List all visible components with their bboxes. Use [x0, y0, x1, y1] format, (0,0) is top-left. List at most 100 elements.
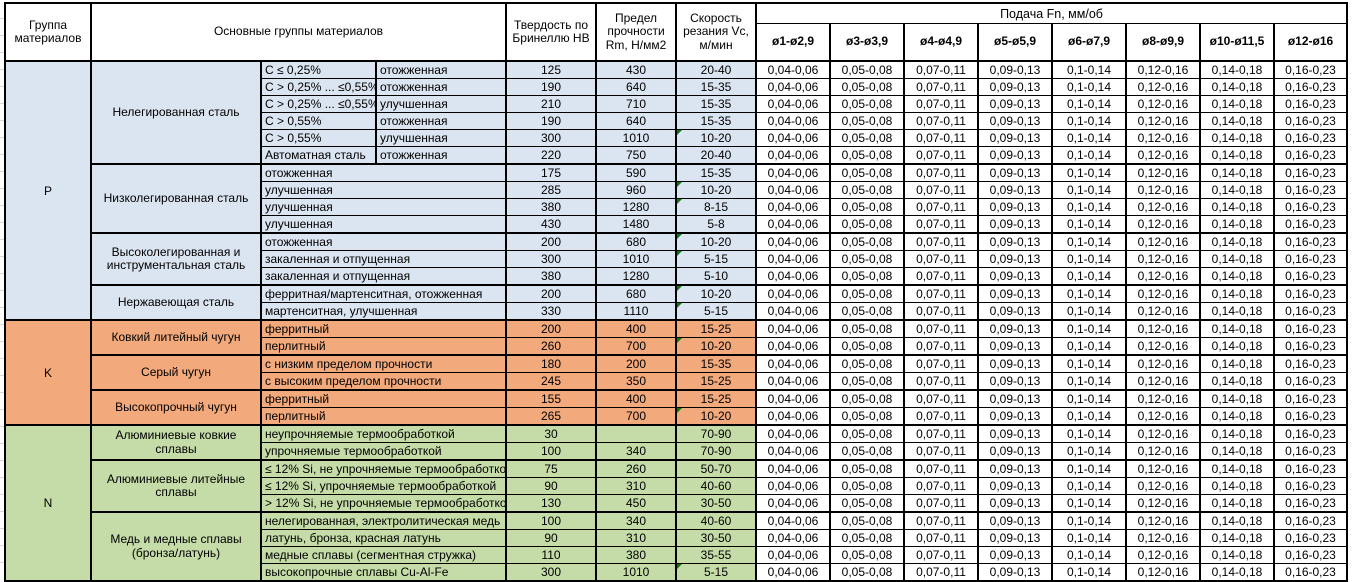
- group-name-cell[interactable]: Медь и медные сплавы (бронза/латунь): [90, 511, 262, 582]
- feed-cell-7[interactable]: 0,16-0,23: [1273, 198, 1348, 216]
- feed-cell-1[interactable]: 0,05-0,08: [829, 302, 905, 321]
- submaterial-cell[interactable]: C ≤ 0,25%: [260, 60, 377, 79]
- feed-cell-0[interactable]: 0,04-0,06: [755, 60, 831, 79]
- feed-cell-7[interactable]: 0,16-0,23: [1273, 215, 1348, 234]
- feed-cell-5[interactable]: 0,12-0,16: [1125, 112, 1201, 130]
- feed-cell-1[interactable]: 0,05-0,08: [829, 78, 905, 96]
- feed-cell-3[interactable]: 0,09-0,13: [977, 389, 1053, 408]
- feed-cell-4[interactable]: 0,1-0,14: [1051, 354, 1127, 373]
- rm-cell[interactable]: 1280: [595, 198, 677, 216]
- header-feed-title[interactable]: Подача Fn, мм/об: [755, 2, 1348, 24]
- feed-cell-1[interactable]: 0,05-0,08: [829, 407, 905, 426]
- feed-cell-4[interactable]: 0,1-0,14: [1051, 198, 1127, 216]
- feed-cell-7[interactable]: 0,16-0,23: [1273, 354, 1348, 373]
- rm-cell[interactable]: 340: [595, 442, 677, 461]
- vc-cell[interactable]: 20-40: [675, 60, 757, 79]
- feed-cell-5[interactable]: 0,12-0,16: [1125, 563, 1201, 582]
- feed-cell-0[interactable]: 0,04-0,06: [755, 215, 831, 234]
- feed-cell-0[interactable]: 0,04-0,06: [755, 354, 831, 373]
- vc-cell[interactable]: 15-25: [675, 389, 757, 408]
- group-name-cell[interactable]: Алюминиевые литейные сплавы: [90, 459, 262, 513]
- feed-cell-3[interactable]: 0,09-0,13: [977, 337, 1053, 356]
- feed-cell-0[interactable]: 0,04-0,06: [755, 284, 831, 303]
- feed-cell-1[interactable]: 0,05-0,08: [829, 546, 905, 564]
- feed-cell-0[interactable]: 0,04-0,06: [755, 424, 831, 443]
- vc-cell[interactable]: 50-70: [675, 459, 757, 478]
- feed-cell-3[interactable]: 0,09-0,13: [977, 181, 1053, 199]
- feed-cell-7[interactable]: 0,16-0,23: [1273, 284, 1348, 303]
- hb-cell[interactable]: 220: [505, 146, 597, 165]
- feed-cell-3[interactable]: 0,09-0,13: [977, 494, 1053, 513]
- feed-cell-0[interactable]: 0,04-0,06: [755, 302, 831, 321]
- hb-cell[interactable]: 245: [505, 372, 597, 391]
- vc-cell[interactable]: 15-25: [675, 319, 757, 338]
- feed-cell-5[interactable]: 0,12-0,16: [1125, 181, 1201, 199]
- rm-cell[interactable]: 640: [595, 112, 677, 130]
- feed-cell-1[interactable]: 0,05-0,08: [829, 319, 905, 338]
- feed-cell-5[interactable]: 0,12-0,16: [1125, 442, 1201, 461]
- feed-cell-3[interactable]: 0,09-0,13: [977, 232, 1053, 251]
- group-name-cell[interactable]: Низколегированная сталь: [90, 163, 262, 234]
- rm-cell[interactable]: 1010: [595, 250, 677, 268]
- feed-cell-5[interactable]: 0,12-0,16: [1125, 424, 1201, 443]
- feed-cell-3[interactable]: 0,09-0,13: [977, 424, 1053, 443]
- feed-cell-5[interactable]: 0,12-0,16: [1125, 389, 1201, 408]
- hb-cell[interactable]: 190: [505, 112, 597, 130]
- submaterial-cell[interactable]: перлитный: [260, 337, 507, 356]
- feed-cell-2[interactable]: 0,07-0,11: [903, 494, 979, 513]
- feed-cell-2[interactable]: 0,07-0,11: [903, 477, 979, 495]
- feed-cell-3[interactable]: 0,09-0,13: [977, 112, 1053, 130]
- feed-cell-6[interactable]: 0,14-0,18: [1199, 442, 1275, 461]
- feed-cell-6[interactable]: 0,14-0,18: [1199, 511, 1275, 530]
- feed-cell-4[interactable]: 0,1-0,14: [1051, 95, 1127, 113]
- feed-cell-2[interactable]: 0,07-0,11: [903, 372, 979, 391]
- feed-cell-7[interactable]: 0,16-0,23: [1273, 529, 1348, 547]
- feed-cell-2[interactable]: 0,07-0,11: [903, 337, 979, 356]
- vc-cell[interactable]: 5-15: [675, 250, 757, 268]
- feed-cell-7[interactable]: 0,16-0,23: [1273, 60, 1348, 79]
- feed-cell-4[interactable]: 0,1-0,14: [1051, 112, 1127, 130]
- vc-cell[interactable]: 15-35: [675, 163, 757, 182]
- feed-cell-3[interactable]: 0,09-0,13: [977, 267, 1053, 286]
- submaterial-cell[interactable]: латунь, бронза, красная латунь: [260, 529, 507, 547]
- feed-cell-2[interactable]: 0,07-0,11: [903, 232, 979, 251]
- rm-cell[interactable]: 710: [595, 95, 677, 113]
- submaterial-cell[interactable]: медные сплавы (сегментная стружка): [260, 546, 507, 564]
- feed-cell-2[interactable]: 0,07-0,11: [903, 511, 979, 530]
- feed-cell-3[interactable]: 0,09-0,13: [977, 477, 1053, 495]
- feed-cell-5[interactable]: 0,12-0,16: [1125, 407, 1201, 426]
- feed-cell-6[interactable]: 0,14-0,18: [1199, 494, 1275, 513]
- feed-cell-0[interactable]: 0,04-0,06: [755, 372, 831, 391]
- submaterial-cell[interactable]: закаленная и отпущенная: [260, 267, 507, 286]
- submaterial-cell[interactable]: упрочняемые термообработкой: [260, 442, 507, 461]
- vc-cell[interactable]: 15-35: [675, 354, 757, 373]
- feed-cell-3[interactable]: 0,09-0,13: [977, 319, 1053, 338]
- feed-cell-2[interactable]: 0,07-0,11: [903, 284, 979, 303]
- vc-cell[interactable]: 10-20: [675, 129, 757, 147]
- rm-cell[interactable]: 260: [595, 459, 677, 478]
- submaterial-cell[interactable]: > 12% Si, не упрочняемые термообработкой: [260, 494, 507, 513]
- feed-cell-4[interactable]: 0,1-0,14: [1051, 407, 1127, 426]
- feed-cell-3[interactable]: 0,09-0,13: [977, 129, 1053, 147]
- rm-cell[interactable]: 680: [595, 284, 677, 303]
- feed-cell-5[interactable]: 0,12-0,16: [1125, 459, 1201, 478]
- feed-cell-0[interactable]: 0,04-0,06: [755, 163, 831, 182]
- submaterial-cell[interactable]: ферритная/мартенситная, отожженная: [260, 284, 507, 303]
- hb-cell[interactable]: 100: [505, 511, 597, 530]
- feed-cell-4[interactable]: 0,1-0,14: [1051, 163, 1127, 182]
- feed-cell-1[interactable]: 0,05-0,08: [829, 442, 905, 461]
- hb-cell[interactable]: 260: [505, 337, 597, 356]
- section-letter-N[interactable]: N: [4, 424, 92, 582]
- feed-cell-5[interactable]: 0,12-0,16: [1125, 529, 1201, 547]
- feed-cell-5[interactable]: 0,12-0,16: [1125, 494, 1201, 513]
- feed-cell-1[interactable]: 0,05-0,08: [829, 163, 905, 182]
- rm-cell[interactable]: 1010: [595, 563, 677, 582]
- feed-cell-3[interactable]: 0,09-0,13: [977, 284, 1053, 303]
- feed-cell-6[interactable]: 0,14-0,18: [1199, 267, 1275, 286]
- feed-cell-7[interactable]: 0,16-0,23: [1273, 267, 1348, 286]
- feed-cell-1[interactable]: 0,05-0,08: [829, 529, 905, 547]
- vc-cell[interactable]: 30-50: [675, 494, 757, 513]
- rm-cell[interactable]: 310: [595, 529, 677, 547]
- hb-cell[interactable]: 90: [505, 529, 597, 547]
- feed-cell-5[interactable]: 0,12-0,16: [1125, 78, 1201, 96]
